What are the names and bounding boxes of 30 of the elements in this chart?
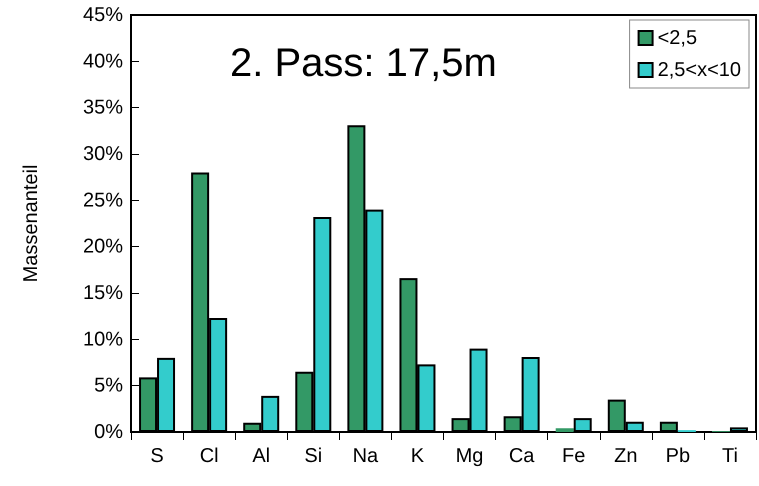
x-tick-label: Pb — [666, 445, 690, 467]
bar — [556, 428, 574, 432]
x-tick-label: Na — [352, 445, 380, 467]
y-tick-label: 35% — [82, 96, 124, 119]
x-tick-label: Fe — [562, 445, 586, 467]
x-tick-label: Ti — [722, 445, 738, 467]
y-tick-label: 0% — [94, 421, 124, 443]
legend-label: 2,5<x<10 — [658, 59, 742, 81]
y-axis-title: Massenanteil — [20, 164, 42, 282]
y-tick-label: 15% — [82, 282, 124, 304]
x-tick-label: Al — [252, 445, 270, 467]
y-tick-label: 30% — [82, 143, 124, 165]
x-tick-label: Ca — [508, 445, 536, 467]
x-tick-label: Mg — [456, 445, 484, 467]
bar — [730, 427, 748, 432]
x-tick-label: Si — [304, 445, 322, 467]
bar — [660, 422, 678, 432]
x-tick-label: Cl — [200, 445, 219, 467]
bar — [574, 418, 592, 432]
y-tick-label: 45% — [82, 4, 124, 26]
x-tick-label: Zn — [614, 445, 638, 467]
y-tick-label: 10% — [82, 328, 124, 350]
x-tick-label: K — [410, 445, 425, 467]
text: 2. Pass: 17,5m — [230, 41, 497, 85]
y-tick-label: 20% — [82, 236, 124, 258]
y-tick-label: 40% — [82, 50, 124, 72]
y-tick-label: 5% — [94, 374, 124, 397]
y-tick-label: 25% — [82, 189, 124, 212]
legend-label: <2,5 — [658, 27, 698, 49]
x-tick-label: S — [150, 445, 164, 467]
